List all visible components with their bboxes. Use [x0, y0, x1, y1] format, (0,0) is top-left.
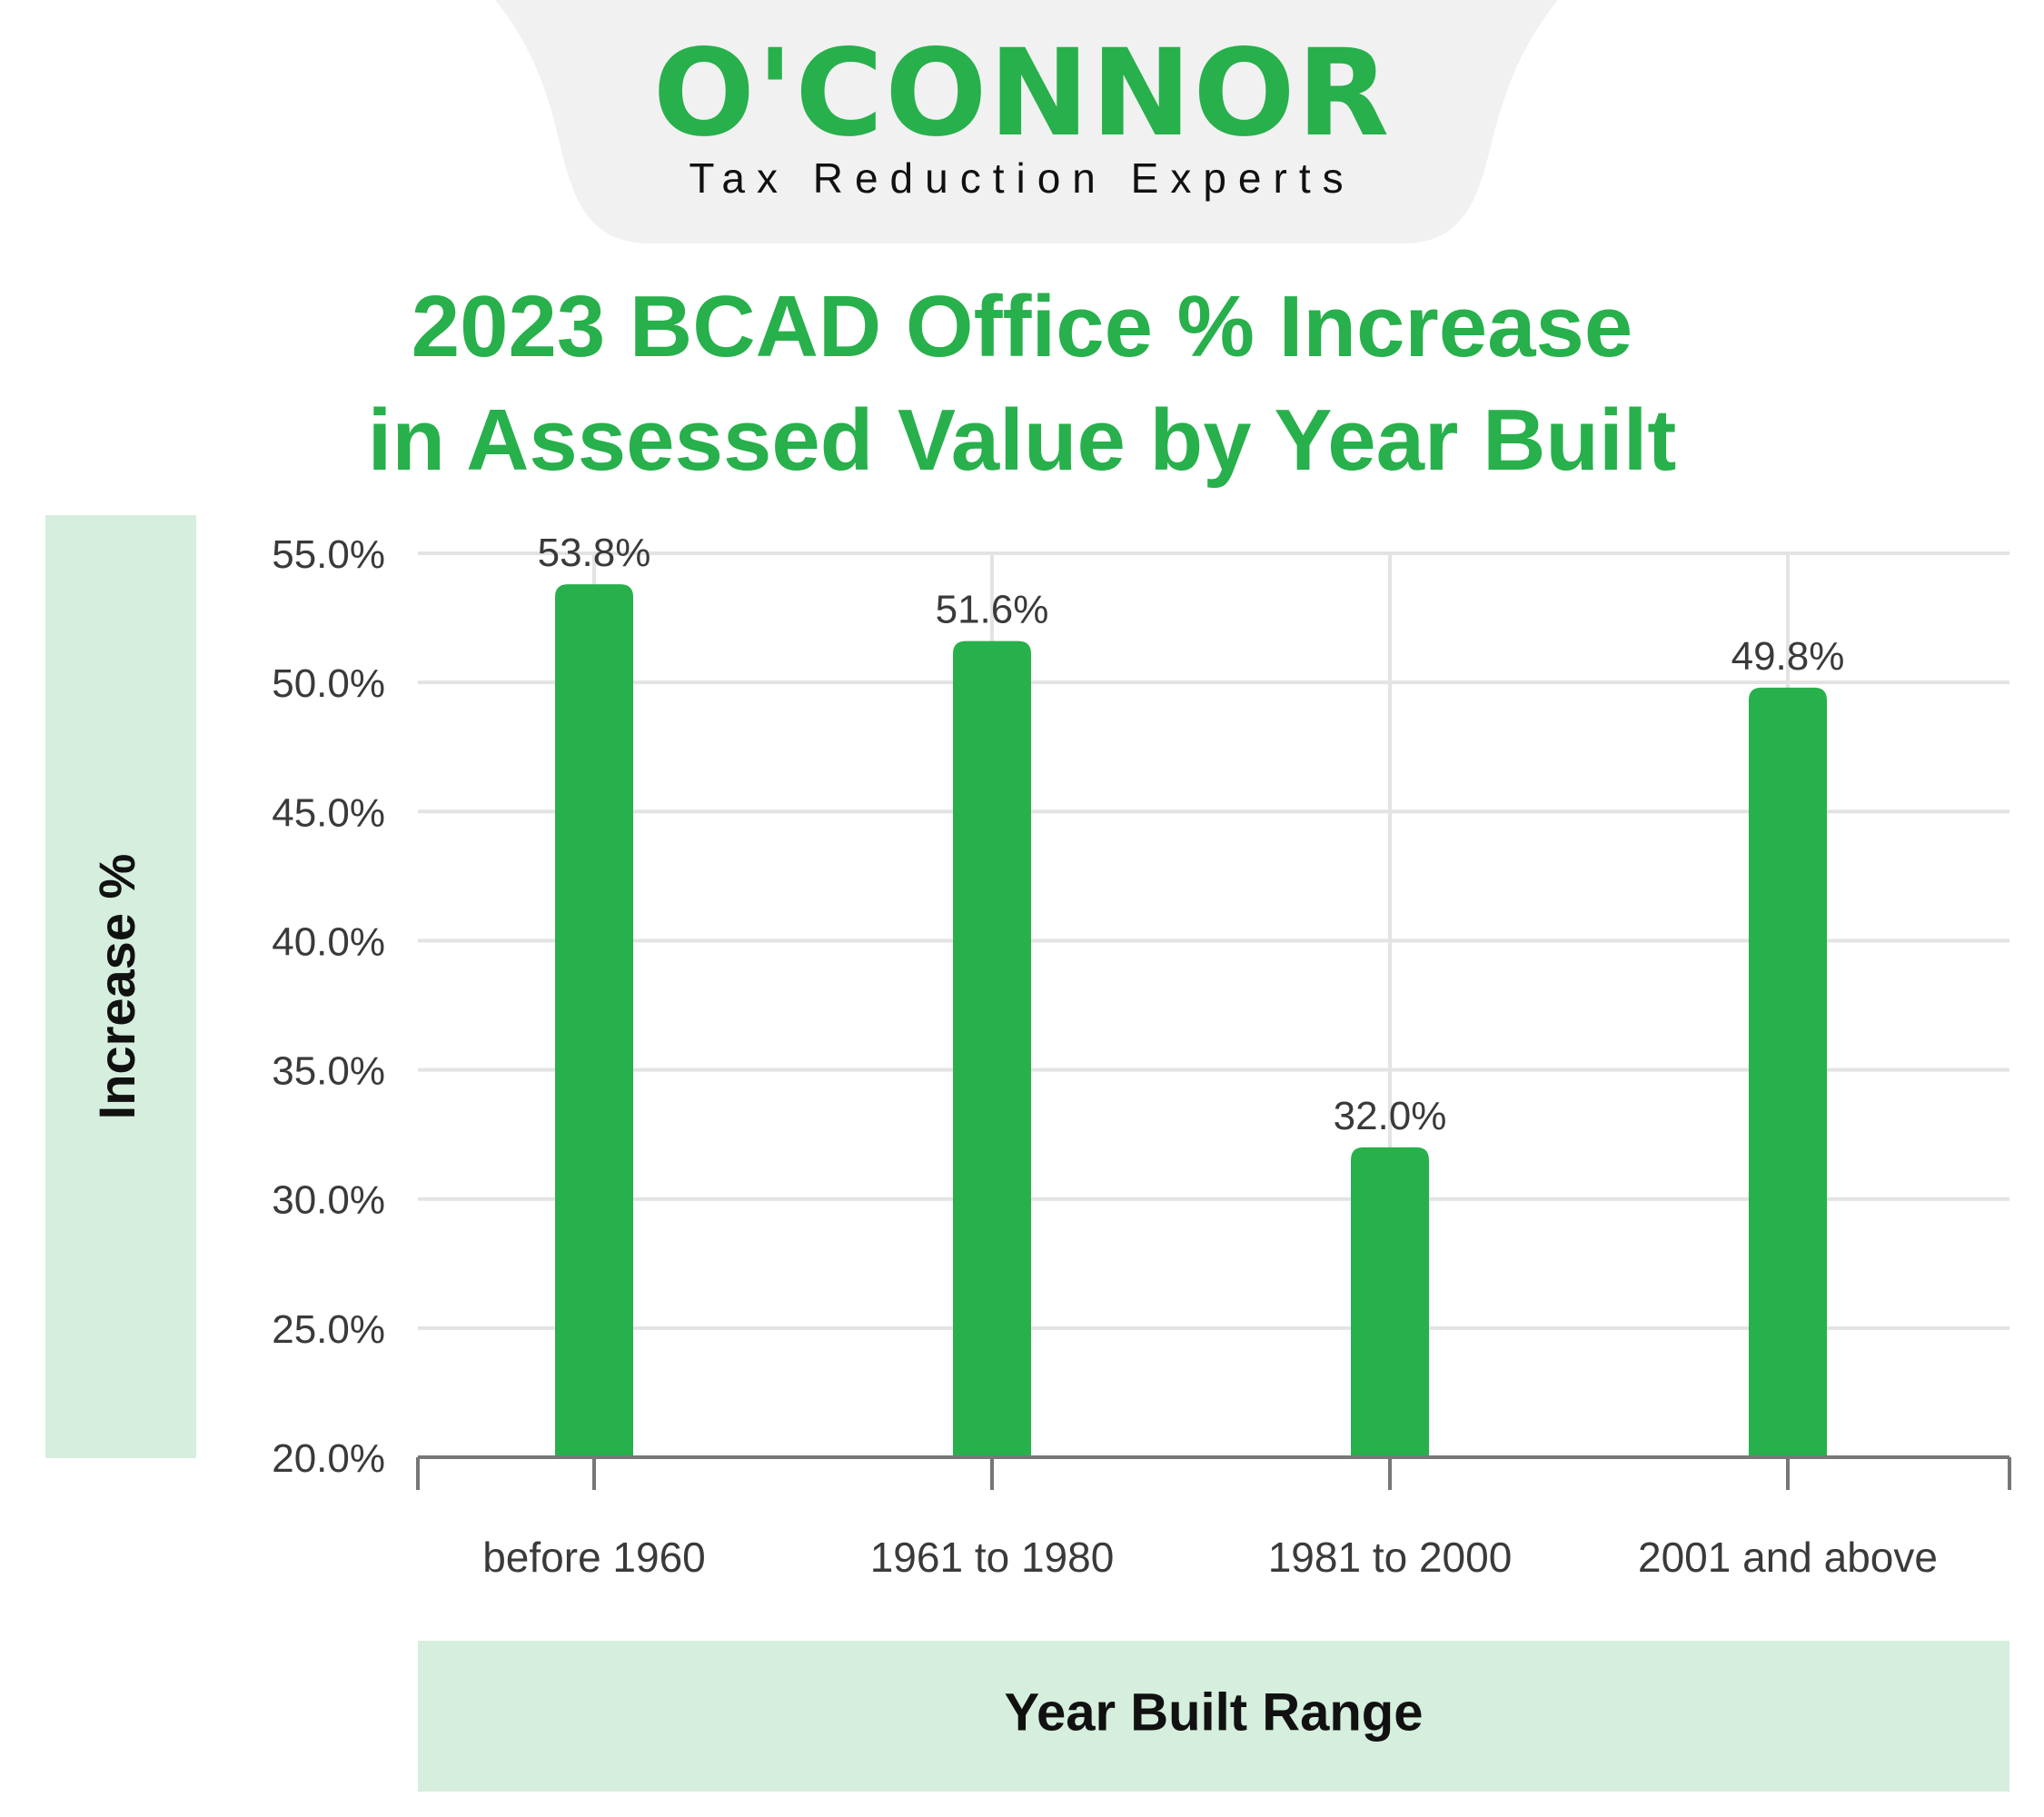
y-tick-labels: 20.0% 25.0% 30.0% 35.0% 40.0% 45.0% 50.0% 55.0%: [272, 532, 385, 1481]
bar: [1749, 687, 1827, 1457]
bar-value-label: 53.8%: [538, 531, 651, 575]
header-background-shape: [495, 0, 1558, 243]
x-tick-label: before 1960: [482, 1534, 706, 1581]
y-tick-label: 35.0%: [272, 1049, 385, 1094]
y-tick-label: 25.0%: [272, 1307, 385, 1352]
bar: [555, 584, 633, 1457]
x-tick-label: 1961 to 1980: [870, 1534, 1115, 1581]
y-tick-label: 55.0%: [272, 532, 385, 577]
y-tick-label: 40.0%: [272, 919, 385, 964]
bars: [555, 584, 1827, 1457]
y-tick-label: 50.0%: [272, 661, 385, 706]
x-axis-title-panel: Year Built Range: [418, 1641, 2009, 1792]
y-tick-label: 30.0%: [272, 1178, 385, 1223]
y-tick-label: 20.0%: [272, 1436, 385, 1481]
chart-title: 2023 BCAD Office % Increase in Assessed …: [368, 278, 1677, 489]
brand-wordmark: O'CONNOR: [653, 24, 1392, 164]
x-axis-title-background: [418, 1641, 2009, 1792]
bar-value-label: 32.0%: [1334, 1094, 1447, 1138]
header-logo-area: O'CONNOR Tax Reduction Experts: [495, 0, 1558, 243]
x-tick-labels: before 1960 1961 to 1980 1981 to 2000 2001 …: [482, 1534, 1938, 1581]
brand-logo: O'CONNOR: [653, 24, 1392, 164]
x-tick-label: 1981 to 2000: [1268, 1534, 1513, 1581]
axes: [416, 1455, 2011, 1490]
bar: [1351, 1147, 1429, 1457]
y-axis-title-background: [45, 515, 196, 1458]
bar: [953, 640, 1031, 1457]
y-tick-label: 45.0%: [272, 790, 385, 835]
x-tick-label: 2001 and above: [1638, 1534, 1938, 1581]
chart-title-line-2: in Assessed Value by Year Built: [368, 392, 1677, 489]
data-labels: 53.8% 51.6% 32.0% 49.8%: [538, 531, 1845, 1138]
x-axis-title: Year Built Range: [1005, 1683, 1424, 1742]
y-axis-title-panel: Increase %: [45, 515, 196, 1458]
chart-title-line-1: 2023 BCAD Office % Increase: [412, 278, 1633, 375]
bar-value-label: 49.8%: [1731, 634, 1845, 679]
y-axis-title: Increase %: [88, 854, 145, 1120]
bar-value-label: 51.6%: [936, 588, 1049, 632]
brand-tagline: Tax Reduction Experts: [689, 154, 1354, 202]
